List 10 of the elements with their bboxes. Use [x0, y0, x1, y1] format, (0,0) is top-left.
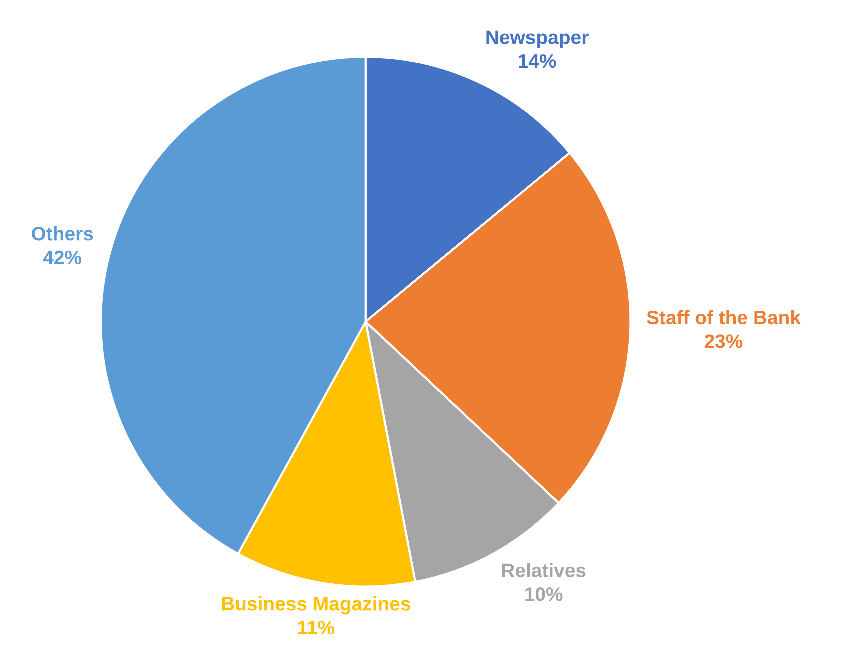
slice-label: Others: [32, 226, 94, 241]
data-label: 42%: [43, 250, 82, 265]
data-label: 10%: [526, 588, 563, 602]
data-label: 14%: [519, 54, 556, 68]
slice-label: Relatives: [502, 563, 586, 578]
data-label: 23%: [704, 334, 743, 348]
slice-label: Newspaper: [486, 30, 589, 48]
data-label: 11%: [298, 620, 335, 635]
slice-label: Business Magazines: [222, 596, 410, 615]
slice-label: Staff of the Bank: [647, 310, 801, 325]
